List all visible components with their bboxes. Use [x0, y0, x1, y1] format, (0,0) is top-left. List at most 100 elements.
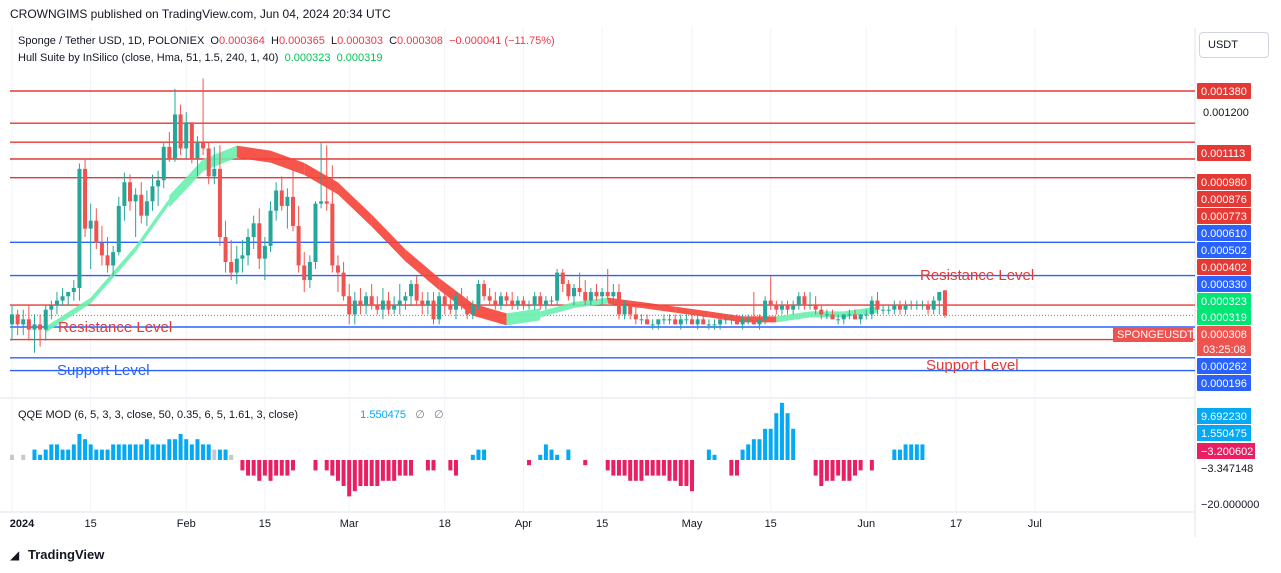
qqe-bar — [549, 449, 554, 460]
qqe-bar — [605, 460, 610, 471]
qqe-bar — [678, 460, 683, 486]
qqe-bar — [161, 444, 166, 460]
hull-segment — [337, 182, 372, 227]
tradingview-logo: ◢ TradingView — [10, 547, 104, 562]
qqe-bar — [538, 454, 543, 460]
qqe-bar — [10, 454, 14, 460]
price-label: 0.000323 — [1201, 296, 1247, 308]
hull-segment — [45, 297, 91, 333]
qqe-empty-icon-2: ∅ — [433, 409, 444, 421]
qqe-bar — [291, 460, 295, 471]
qqe-bar — [740, 449, 745, 460]
hull-segment — [169, 159, 204, 208]
symbol-tag: SPONGEUSDT — [1117, 329, 1194, 341]
symbol-name: Sponge / Tether USD, 1D, POLONIEX — [18, 35, 205, 47]
qqe-bar — [690, 460, 695, 492]
candle-body — [319, 201, 324, 204]
qqe-axis[interactable]: 9.692230 1.550475 −3.200602 −3.347148 −20.00… — [1197, 408, 1259, 511]
candle-body — [712, 324, 717, 326]
candle-body — [779, 305, 784, 310]
qqe-bar — [667, 460, 672, 481]
hull-value-2: 0.000319 — [336, 52, 383, 64]
hull-legend[interactable]: Hull Suite by InSilico (close, Hma, 51, … — [18, 52, 383, 64]
price-label-box — [1197, 309, 1251, 325]
candle-body — [920, 305, 925, 307]
candle-body — [307, 262, 312, 281]
candle-body — [611, 292, 616, 297]
countdown-label: 03:25:08 — [1203, 344, 1246, 356]
qqe-bar — [195, 439, 200, 460]
qqe-bar — [60, 449, 65, 460]
qqe-bar — [757, 439, 762, 460]
candle-body — [122, 182, 127, 206]
candle-body — [723, 319, 728, 321]
qqe-tick-label: 1.550475 — [1201, 428, 1247, 440]
price-label: 0.001380 — [1201, 86, 1247, 98]
qqe-bar — [830, 460, 835, 481]
qqe-bar — [364, 460, 369, 486]
qqe-bar — [836, 460, 841, 476]
price-axis[interactable]: 0.001200 0.001380 0.001113 0.000980 0.000876… — [1113, 83, 1251, 391]
qqe-bar — [774, 413, 779, 460]
qqe-tick-label: 9.692230 — [1201, 411, 1247, 423]
qqe-bar — [43, 449, 48, 460]
qqe-bar — [144, 439, 149, 460]
time-tick-label: 15 — [765, 518, 777, 530]
candle-body — [886, 309, 891, 311]
qqe-label-box — [1197, 443, 1255, 459]
candle-body — [515, 300, 520, 306]
price-label: 0.000502 — [1201, 245, 1247, 257]
candle-body — [32, 324, 37, 330]
candle-body — [139, 194, 144, 216]
qqe-bar — [217, 449, 222, 460]
candle-body — [836, 319, 841, 321]
currency-button[interactable]: USDT — [1199, 32, 1269, 58]
qqe-bar — [403, 460, 408, 476]
symbol-legend[interactable]: Sponge / Tether USD, 1D, POLONIEX O0.000… — [18, 35, 555, 47]
qqe-bar — [453, 460, 458, 476]
qqe-bar — [616, 460, 621, 476]
candle-body — [931, 300, 936, 310]
candle-body — [38, 324, 43, 330]
candle-body — [83, 168, 88, 229]
time-tick-label: May — [682, 518, 703, 530]
qqe-bar — [105, 449, 110, 460]
price-label-box — [1197, 208, 1251, 224]
qqe-bar — [352, 460, 357, 492]
candle-body — [897, 305, 902, 310]
candle-body — [560, 272, 565, 284]
hull-segment — [236, 145, 271, 163]
annotation-label: Support Level — [926, 357, 1019, 374]
annotations: Resistance Level Support Level Resistance … — [57, 267, 1034, 379]
qqe-bar — [566, 449, 571, 460]
qqe-bar — [71, 444, 76, 460]
candle-body — [577, 287, 582, 293]
candle-body — [364, 296, 369, 306]
qqe-bar — [628, 460, 633, 481]
qqe-bar — [920, 444, 925, 460]
qqe-bar — [94, 449, 99, 460]
candle-body — [482, 283, 487, 297]
candle-body — [459, 296, 464, 306]
candle-body — [425, 300, 430, 306]
qqe-bar — [734, 460, 739, 476]
candle-body — [791, 305, 796, 310]
hull-segment — [506, 308, 541, 326]
candle-body — [375, 305, 380, 310]
qqe-bar — [375, 460, 380, 486]
price-label: 0.000262 — [1201, 361, 1247, 373]
qqe-bar — [448, 460, 453, 471]
candle-body — [156, 180, 161, 187]
price-label-box — [1197, 276, 1251, 292]
qqe-legend[interactable]: QQE MOD (6, 5, 3, 3, close, 50, 0.35, 6,… — [18, 408, 444, 421]
candle-body — [195, 142, 200, 159]
time-axis[interactable]: 2024 15 Feb 15 Mar 18 Apr 15 May 15 Jun 17 Jul — [10, 518, 1042, 530]
candle-body — [420, 300, 425, 306]
time-tick-label: 15 — [259, 518, 271, 530]
price-label: 0.000876 — [1201, 194, 1247, 206]
candle-body — [476, 283, 481, 306]
candle-body — [324, 201, 329, 204]
time-tick-label: 2024 — [10, 518, 35, 530]
qqe-bar — [251, 460, 256, 476]
